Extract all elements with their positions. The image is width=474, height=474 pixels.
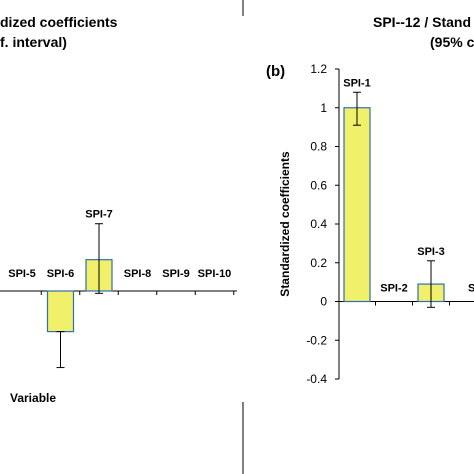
panel-a-x-axis-label: Variable (10, 391, 56, 405)
panel-a-category-label: SPI-6 (47, 268, 75, 280)
panel-a-category-label: SPI-9 (162, 268, 190, 280)
panel-a-title-line1: dized coefficients (0, 14, 118, 30)
panel-b-bar-spi-1 (343, 107, 371, 303)
panel-b-y-tick-label: 0.8 (310, 140, 327, 154)
panel-a-category-label: SPI-8 (124, 268, 152, 280)
panel-b-y-tick-label: 0.2 (310, 256, 327, 270)
panel-b-y-tick-label: 0 (320, 295, 327, 309)
panel-a-category-label: SPI-7 (85, 209, 113, 221)
panel-a-category-label: SPI-10 (198, 268, 232, 280)
panel-b-y-tick-label: 0.4 (310, 217, 327, 231)
panel-b-y-tick-label: -0.2 (306, 333, 327, 347)
panel-b-category-label: SPI-2 (380, 283, 408, 295)
panel-a-title-line2: f. interval) (0, 34, 67, 50)
panel-b-y-axis-label: Standardized coefficients (278, 151, 292, 297)
panel-a-bar-spi-6 (46, 290, 75, 333)
panel-b-label: (b) (266, 63, 285, 80)
panel-b-plot: 1.2 1 0.8 0.6 0.4 0.2 0 -0.2 -0.4 SPI-1 SPI-2 SPI-3… (306, 62, 474, 386)
panel-b-title-line1: SPI--12 / Stand (373, 14, 471, 30)
panel-b-y-tick-label: 1 (320, 101, 327, 115)
panel-b-category-label: S (468, 283, 474, 295)
panel-b-category-label: SPI-1 (343, 77, 371, 89)
panel-b-y-tick-label: 0.6 (310, 178, 327, 192)
panel-b-title-line2: (95% c (430, 34, 474, 50)
panel-b-category-label: SPI-3 (417, 246, 445, 258)
panel-a-plot: SPI-5 SPI-6 SPI-7 SPI-8 SPI-9 SPI-10 (0, 209, 237, 369)
panel-b-y-tick-label: -0.4 (306, 372, 327, 386)
panel-b-y-tick-label: 1.2 (310, 62, 327, 76)
panel-a-category-label: SPI-5 (8, 268, 36, 280)
